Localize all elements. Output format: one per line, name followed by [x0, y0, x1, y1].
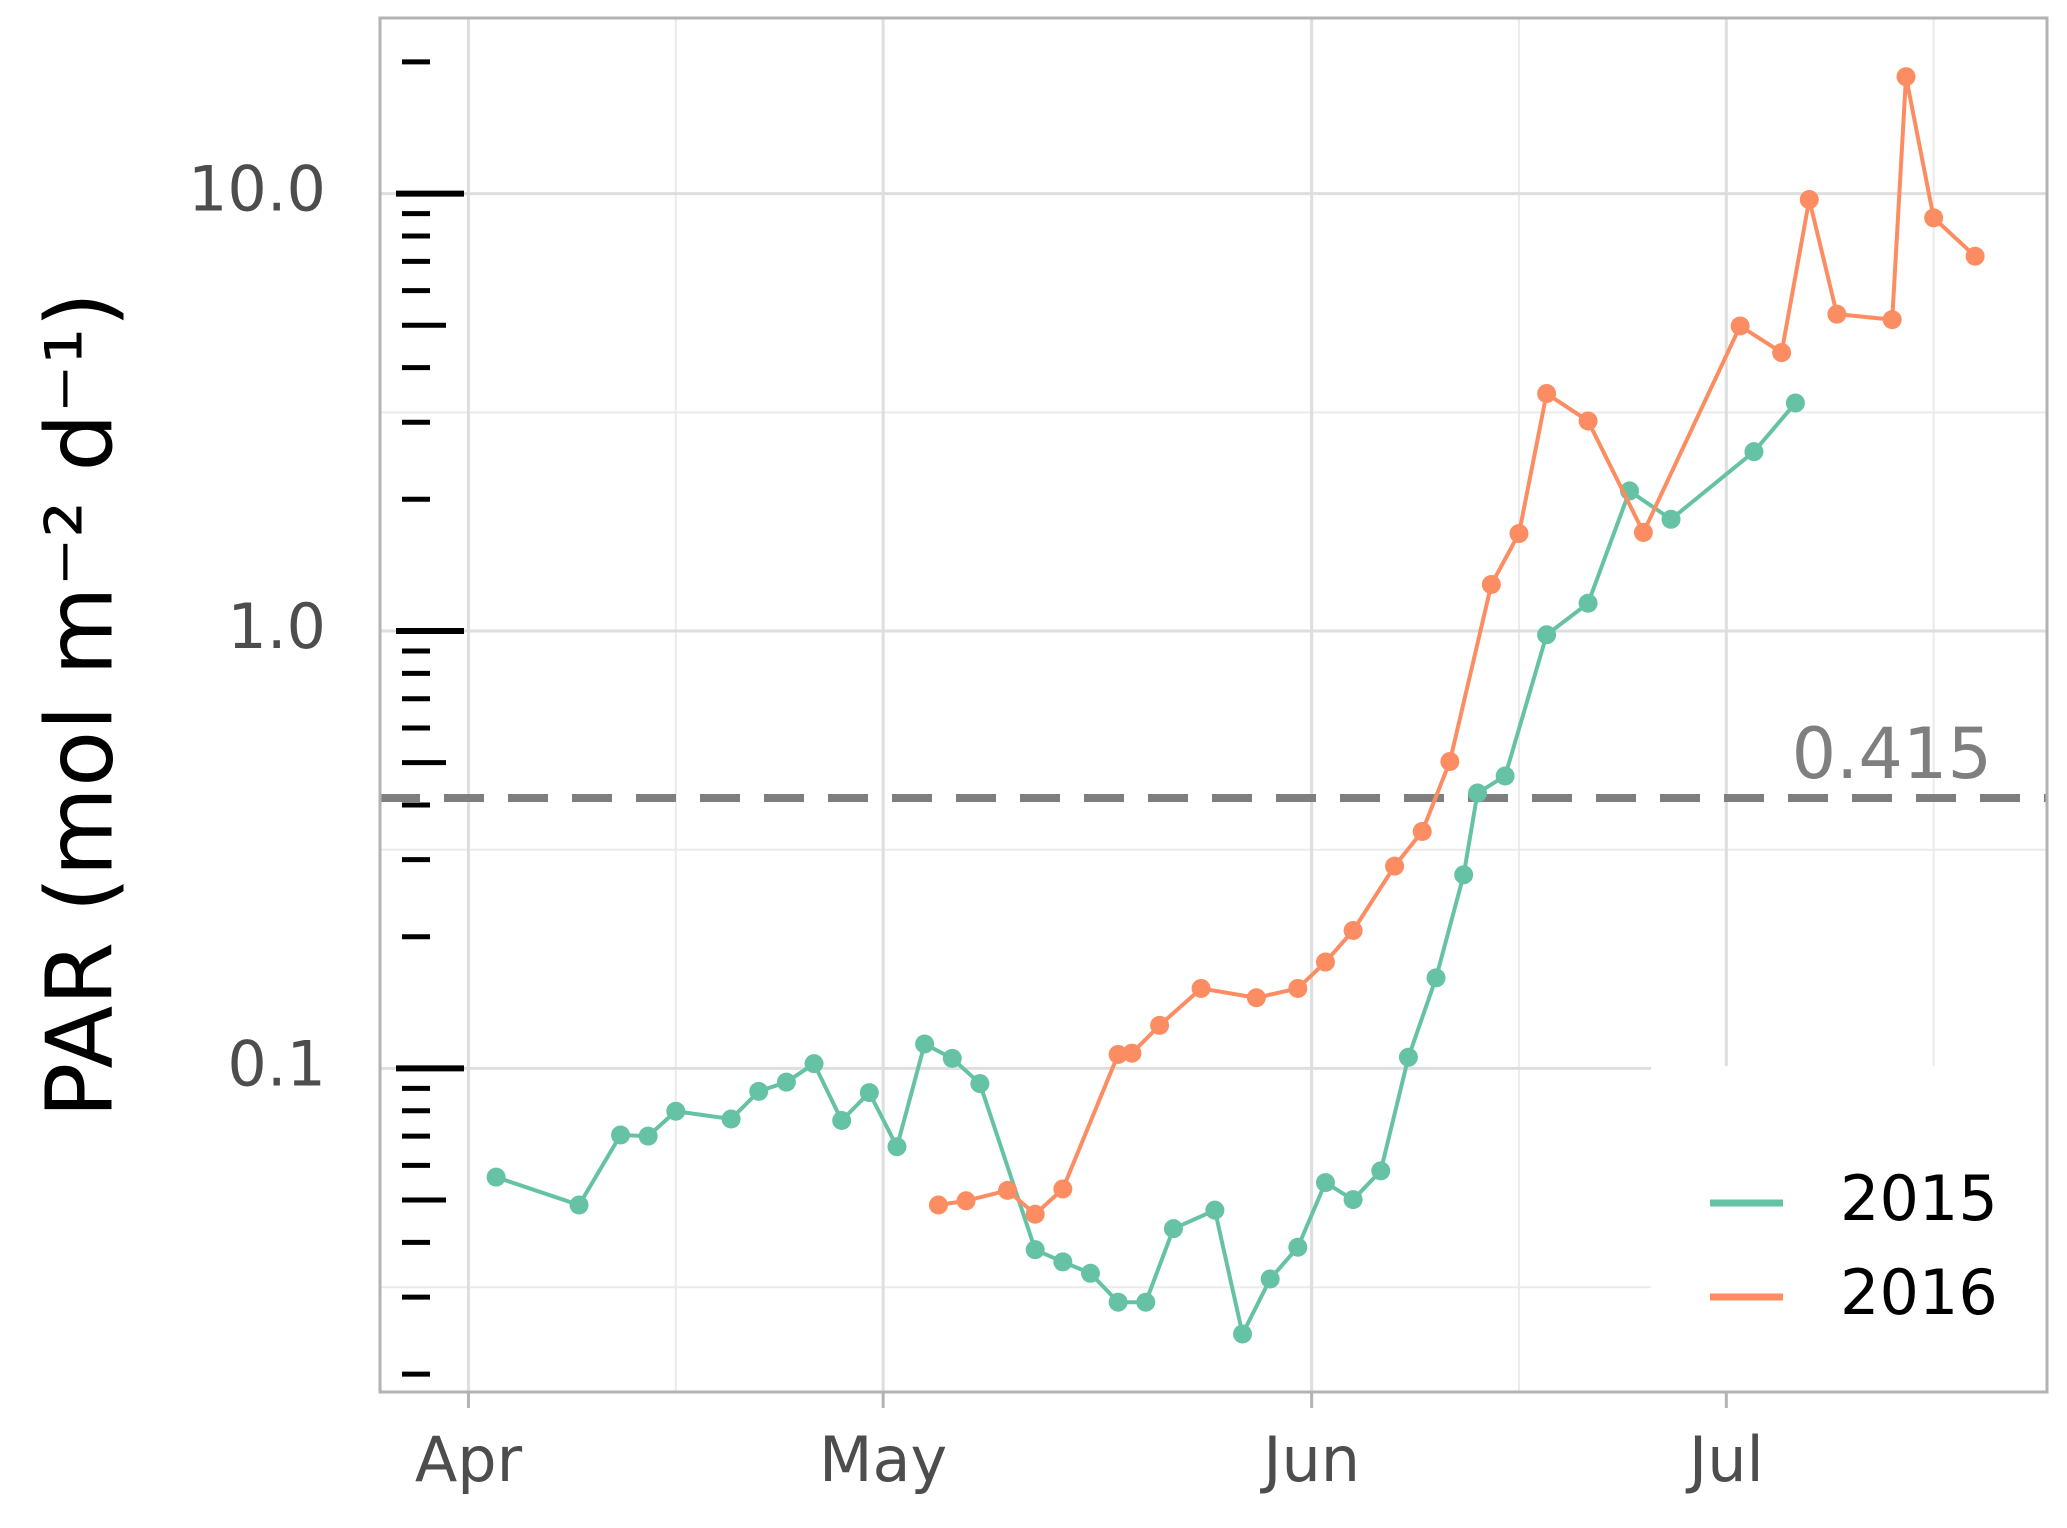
data-point — [1495, 766, 1515, 786]
data-point — [1343, 921, 1363, 941]
data-point — [915, 1034, 935, 1054]
data-point — [569, 1195, 589, 1215]
data-point — [1288, 978, 1308, 998]
data-point — [1108, 1292, 1128, 1312]
data-point — [1163, 1219, 1183, 1239]
data-point — [1537, 625, 1557, 645]
data-point — [1136, 1292, 1156, 1312]
data-point — [1025, 1204, 1045, 1224]
data-point — [1150, 1015, 1170, 1035]
data-point — [1053, 1252, 1073, 1272]
data-point — [1343, 1190, 1363, 1210]
data-point — [1191, 978, 1211, 998]
data-point — [1205, 1200, 1225, 1220]
data-point — [749, 1081, 769, 1101]
y-tick-label: 0.1 — [227, 1027, 326, 1100]
data-point — [1246, 988, 1266, 1008]
panel-border — [378, 16, 2049, 1394]
data-point — [1371, 1161, 1391, 1181]
series-line — [495, 401, 1797, 1340]
data-point — [1730, 316, 1750, 336]
data-point — [1578, 411, 1598, 431]
data-point — [1965, 246, 1985, 266]
data-point — [970, 1074, 990, 1094]
data-point — [1108, 1044, 1128, 1064]
data-point — [887, 1137, 907, 1157]
data-point — [1454, 865, 1474, 885]
data-point — [1398, 1047, 1418, 1067]
data-point — [1315, 1173, 1335, 1193]
data-point — [832, 1110, 852, 1130]
x-tick-label: Jul — [1685, 1423, 1764, 1496]
data-point — [1633, 522, 1653, 542]
data-point — [956, 1191, 976, 1211]
data-point — [1260, 1269, 1280, 1289]
data-point — [1578, 593, 1598, 613]
data-point — [638, 1126, 658, 1146]
data-point — [1744, 442, 1764, 462]
data-point — [1661, 509, 1681, 529]
series-line — [938, 76, 1977, 1217]
legend-label: 2015 — [1840, 1162, 1998, 1235]
data-point — [804, 1054, 824, 1074]
legend-box — [1651, 1066, 2047, 1392]
data-point — [486, 1167, 506, 1187]
data-point — [1122, 1043, 1142, 1063]
reference-label: 0.415 — [1792, 713, 1992, 795]
y-tick-label: 1.0 — [227, 590, 326, 663]
data-point — [859, 1083, 879, 1103]
data-point — [1315, 952, 1335, 972]
data-point — [1025, 1240, 1045, 1260]
data-point — [1772, 343, 1792, 363]
data-point — [1882, 310, 1902, 330]
data-point — [1785, 393, 1805, 413]
x-tick-label: Jun — [1259, 1423, 1360, 1496]
data-point — [776, 1072, 796, 1092]
x-tick-label: May — [819, 1423, 947, 1496]
data-point — [1509, 524, 1529, 544]
data-point — [1799, 190, 1819, 210]
data-point — [1481, 575, 1501, 595]
data-point — [942, 1048, 962, 1068]
data-point — [1896, 67, 1916, 87]
data-point — [1080, 1263, 1100, 1283]
data-point — [1233, 1324, 1253, 1344]
data-point — [1053, 1179, 1073, 1199]
data-point — [1385, 856, 1405, 876]
legend-label: 2016 — [1840, 1256, 1998, 1329]
data-point — [1537, 384, 1557, 404]
data-point — [1426, 968, 1446, 988]
y-tick-label: 10.0 — [188, 153, 326, 226]
data-point — [1440, 751, 1460, 771]
data-point — [998, 1180, 1018, 1200]
data-point — [928, 1195, 948, 1215]
x-tick-label: Apr — [415, 1423, 523, 1496]
data-point — [1827, 304, 1847, 324]
data-point — [1924, 208, 1944, 228]
y-axis-title: PAR (mol m⁻² d⁻¹) — [26, 292, 133, 1118]
data-point — [666, 1101, 686, 1121]
data-point — [1288, 1237, 1308, 1257]
data-point — [1468, 783, 1488, 803]
data-point — [611, 1125, 631, 1145]
data-point — [1412, 821, 1432, 841]
data-point — [721, 1109, 741, 1129]
